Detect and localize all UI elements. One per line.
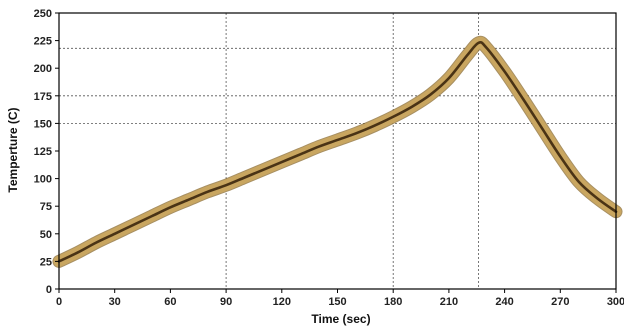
y-tick-label: 25 (40, 256, 52, 268)
x-tick-label: 240 (495, 296, 513, 308)
x-tick-label: 120 (273, 296, 291, 308)
temperature-line (57, 40, 618, 263)
y-tick-label: 250 (34, 8, 52, 20)
x-tick-label: 270 (551, 296, 569, 308)
y-tick-label: 50 (40, 229, 52, 241)
x-tick-label: 0 (56, 296, 62, 308)
y-tick-label: 200 (34, 63, 52, 75)
x-tick-label: 90 (220, 296, 232, 308)
grid-lines (59, 13, 616, 289)
plot-frame (58, 12, 617, 290)
x-tick-label: 210 (440, 296, 458, 308)
y-tick-label: 100 (34, 174, 52, 186)
y-tick-label: 125 (34, 146, 52, 158)
band-fill (53, 36, 622, 267)
y-tick-label: 75 (40, 201, 52, 213)
y-tick-label: 0 (46, 284, 52, 296)
temperature-band (52, 35, 623, 268)
x-tick-label: 30 (109, 296, 121, 308)
x-tick-label: 180 (384, 296, 402, 308)
y-tick-label: 150 (34, 118, 52, 130)
y-axis-title: Temperture (C) (6, 107, 20, 192)
x-tick-label: 60 (164, 296, 176, 308)
x-axis-ticks: 0 30 60 90 120 150 180 210 240 270 300 (56, 289, 624, 308)
y-tick-label: 175 (34, 91, 52, 103)
series-line (57, 40, 618, 263)
x-tick-label: 300 (607, 296, 624, 308)
y-axis-ticks: 0 25 50 75 100 125 150 175 200 225 250 (34, 8, 59, 296)
y-tick-label: 225 (34, 36, 52, 48)
x-axis-title: Time (sec) (311, 312, 370, 326)
band-outline (52, 35, 623, 268)
x-tick-label: 150 (328, 296, 346, 308)
